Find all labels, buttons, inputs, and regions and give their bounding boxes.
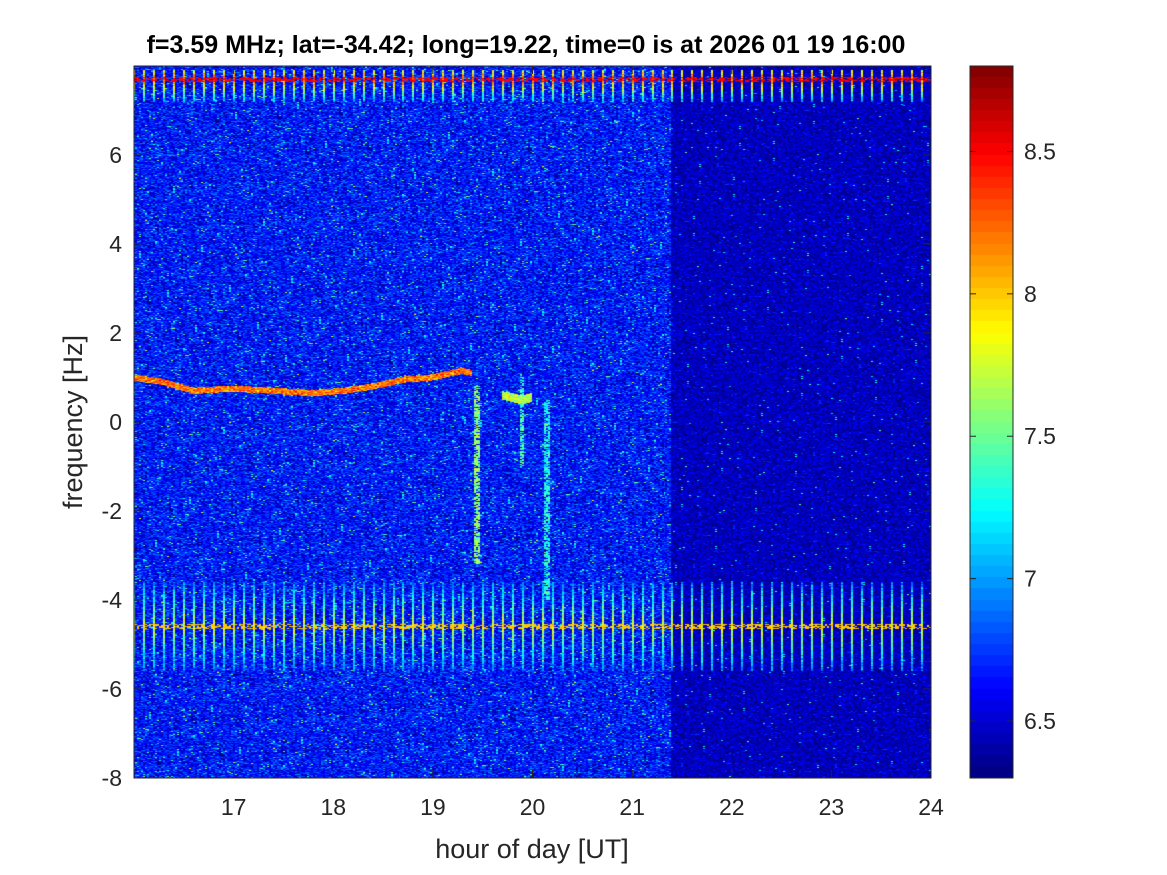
x-tick-label: 20 — [520, 794, 546, 820]
y-tick-label: 0 — [109, 409, 122, 435]
colorbar-gradient — [970, 66, 1013, 778]
colorbar-tick-label: 8.5 — [1024, 138, 1056, 164]
x-tick-label: 22 — [719, 794, 745, 820]
x-tick-label: 18 — [320, 794, 346, 820]
colorbar-tick-label: 6.5 — [1024, 708, 1056, 734]
x-tick-label: 19 — [420, 794, 446, 820]
x-tick-label: 21 — [619, 794, 645, 820]
chart-title: f=3.59 MHz; lat=-34.42; long=19.22, time… — [147, 31, 906, 59]
y-tick-label: 4 — [109, 231, 122, 257]
y-axis-ticks: -8 -6 -4 -2 0 2 4 6 — [102, 142, 931, 791]
x-axis-label: hour of day [UT] — [435, 834, 629, 864]
x-tick-label: 24 — [918, 794, 944, 820]
y-tick-label: -2 — [102, 498, 122, 524]
y-tick-label: -8 — [102, 765, 122, 791]
x-tick-label: 17 — [221, 794, 247, 820]
colorbar-tick-label: 8 — [1024, 281, 1037, 307]
x-axis-ticks: 17 18 19 20 21 22 23 24 — [221, 66, 944, 820]
y-tick-label: 6 — [109, 142, 122, 168]
spectrogram-heatmap — [134, 66, 931, 778]
colorbar-tick-label: 7.5 — [1024, 423, 1056, 449]
y-tick-label: 2 — [109, 320, 122, 346]
y-axis-label: frequency [Hz] — [58, 335, 88, 509]
y-tick-label: -6 — [102, 676, 122, 702]
spectrogram-plot-area — [134, 66, 931, 778]
colorbar — [970, 66, 1013, 778]
x-tick-label: 23 — [819, 794, 845, 820]
colorbar-tick-label: 7 — [1024, 566, 1037, 592]
colorbar-box — [969, 65, 1014, 779]
colorbar-ticks: 6.5 7 7.5 8 8.5 — [970, 138, 1056, 734]
y-tick-label: -4 — [102, 587, 123, 613]
